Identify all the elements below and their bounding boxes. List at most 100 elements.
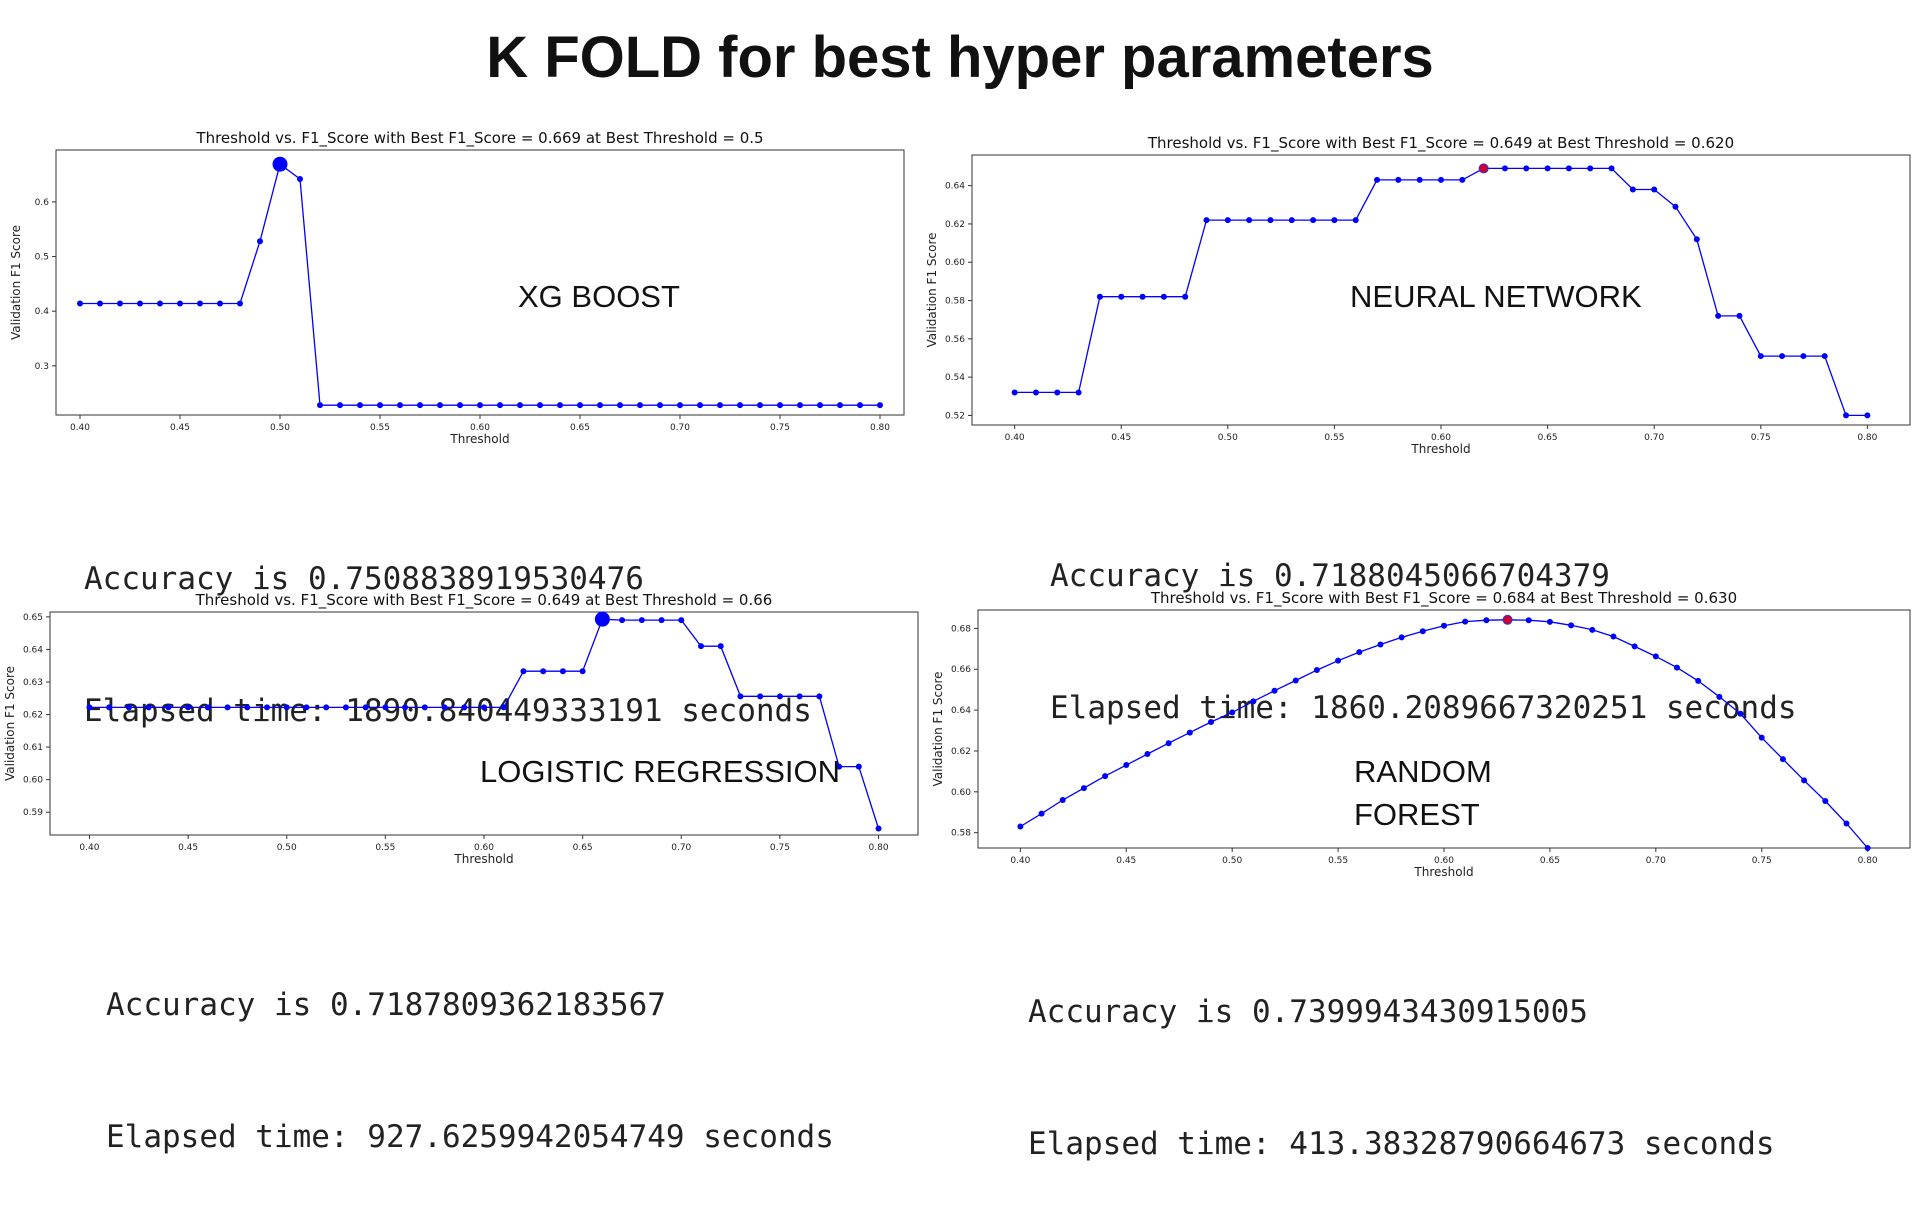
x-tick-label-logistic-regression: 0.50 xyxy=(277,843,297,853)
data-point-xgboost xyxy=(877,402,883,409)
data-point-logistic-regression xyxy=(342,704,349,711)
data-point-random-forest xyxy=(1292,677,1299,684)
data-point-random-forest xyxy=(1801,777,1808,784)
data-point-random-forest xyxy=(1631,643,1638,650)
data-point-random-forest xyxy=(1758,734,1765,741)
y-tick-label-neural-network: 0.56 xyxy=(945,335,965,345)
x-tick-label-xgboost: 0.65 xyxy=(570,423,590,433)
data-point-random-forest xyxy=(1843,820,1850,827)
data-point-neural-network xyxy=(1224,217,1231,224)
data-point-random-forest xyxy=(1779,756,1786,763)
y-tick-label-logistic-regression: 0.62 xyxy=(23,711,43,721)
data-point-logistic-regression xyxy=(855,763,862,770)
data-point-random-forest xyxy=(1313,667,1320,674)
data-point-random-forest xyxy=(1271,687,1278,694)
best-threshold-marker-logistic-regression xyxy=(594,611,610,627)
x-axis-label-random-forest: Threshold xyxy=(1413,865,1473,879)
data-point-logistic-regression xyxy=(204,704,211,711)
data-point-logistic-regression xyxy=(244,704,251,711)
x-tick-label-logistic-regression: 0.65 xyxy=(573,843,593,853)
data-point-neural-network xyxy=(1310,217,1317,224)
x-tick-label-neural-network: 0.55 xyxy=(1324,433,1344,443)
page-title: K FOLD for best hyper parameters xyxy=(486,25,1434,90)
data-point-random-forest xyxy=(1568,622,1575,629)
data-point-logistic-regression xyxy=(283,704,290,711)
data-point-random-forest xyxy=(1716,693,1723,700)
stats-logistic-regression: Accuracy is 0.7187809362183567 Elapsed t… xyxy=(106,895,834,1203)
elapsed-time-text-xgboost: Elapsed time: 1890.840449333191 seconds xyxy=(84,693,812,729)
data-point-random-forest xyxy=(1483,617,1490,624)
data-point-neural-network xyxy=(1629,186,1636,193)
y-tick-label-neural-network: 0.60 xyxy=(945,258,965,268)
data-point-logistic-regression xyxy=(481,704,487,711)
data-point-logistic-regression xyxy=(362,704,369,711)
data-point-random-forest xyxy=(1123,762,1130,769)
data-point-random-forest xyxy=(1695,677,1702,684)
data-point-logistic-regression xyxy=(421,704,428,711)
data-point-xgboost xyxy=(797,402,803,409)
data-point-neural-network xyxy=(1587,165,1594,172)
data-point-neural-network xyxy=(1331,217,1338,224)
best-threshold-marker-neural-network xyxy=(1478,163,1489,174)
data-point-random-forest xyxy=(1356,649,1363,656)
x-tick-label-xgboost: 0.55 xyxy=(370,423,390,433)
data-point-xgboost xyxy=(677,402,683,409)
x-tick-label-logistic-regression: 0.45 xyxy=(178,843,198,853)
y-tick-label-neural-network: 0.62 xyxy=(945,220,965,230)
data-point-random-forest xyxy=(1864,845,1871,851)
data-point-logistic-regression xyxy=(619,617,626,624)
model-label-logistic-regression: LOGISTIC REGRESSION xyxy=(480,754,841,789)
data-point-logistic-regression xyxy=(776,693,783,700)
data-point-random-forest xyxy=(1017,823,1024,830)
data-point-neural-network xyxy=(1267,217,1274,224)
data-point-random-forest xyxy=(1525,617,1532,624)
data-point-xgboost xyxy=(517,402,523,409)
data-point-neural-network xyxy=(1608,165,1615,172)
data-point-neural-network xyxy=(1800,353,1807,360)
accuracy-text-neural-network: Accuracy is 0.7188045066704379 xyxy=(1050,558,1610,594)
data-point-logistic-regression xyxy=(382,704,389,711)
best-threshold-marker-xgboost xyxy=(272,156,288,172)
x-tick-label-random-forest: 0.55 xyxy=(1328,856,1348,866)
data-point-random-forest xyxy=(1737,710,1744,717)
data-point-xgboost xyxy=(817,402,823,409)
data-point-xgboost xyxy=(157,300,163,307)
data-point-logistic-regression xyxy=(678,617,685,624)
stats-random-forest: Accuracy is 0.7399943430915005 Elapsed t… xyxy=(1028,902,1775,1210)
data-point-neural-network xyxy=(1054,389,1061,396)
x-tick-label-xgboost: 0.60 xyxy=(470,423,490,433)
data-point-neural-network xyxy=(1075,389,1082,396)
chart-title-logistic-regression: Threshold vs. F1_Score with Best F1_Scor… xyxy=(195,591,773,610)
y-tick-label-xgboost: 0.6 xyxy=(35,198,50,208)
data-point-logistic-regression xyxy=(125,704,132,711)
elapsed-time-text-neural-network: Elapsed time: 1860.2089667320251 seconds xyxy=(1050,690,1797,726)
y-tick-label-xgboost: 0.3 xyxy=(35,362,49,372)
data-point-xgboost xyxy=(737,402,743,409)
x-tick-label-neural-network: 0.60 xyxy=(1431,433,1451,443)
data-point-logistic-regression xyxy=(757,693,764,700)
data-point-neural-network xyxy=(1032,389,1039,396)
data-point-xgboost xyxy=(237,300,243,307)
data-point-xgboost xyxy=(617,402,623,409)
data-point-xgboost xyxy=(397,402,403,409)
y-tick-label-neural-network: 0.52 xyxy=(945,411,965,421)
data-point-xgboost xyxy=(77,300,83,307)
data-point-logistic-regression xyxy=(86,704,93,711)
series-line-xgboost xyxy=(80,163,880,406)
data-point-xgboost xyxy=(697,402,703,409)
model-label-xgboost: XG BOOST xyxy=(518,279,680,314)
chart-panel-random-forest: Threshold vs. F1_Score with Best F1_Scor… xyxy=(930,585,1920,880)
x-tick-label-xgboost: 0.40 xyxy=(70,423,90,433)
data-point-neural-network xyxy=(1864,412,1871,419)
data-point-xgboost xyxy=(297,175,303,182)
data-point-xgboost xyxy=(477,402,483,409)
x-tick-label-logistic-regression: 0.60 xyxy=(474,843,494,853)
data-point-neural-network xyxy=(1416,176,1423,183)
data-point-random-forest xyxy=(1822,798,1829,805)
chart-svg-neural-network: Threshold vs. F1_Score with Best F1_Scor… xyxy=(925,134,1911,456)
data-point-logistic-regression xyxy=(145,704,152,711)
data-point-random-forest xyxy=(1441,622,1447,629)
x-tick-label-xgboost: 0.45 xyxy=(170,423,190,433)
stats-xgboost: Accuracy is 0.7508838919530476 Elapsed t… xyxy=(84,469,812,777)
data-point-xgboost xyxy=(537,402,543,409)
